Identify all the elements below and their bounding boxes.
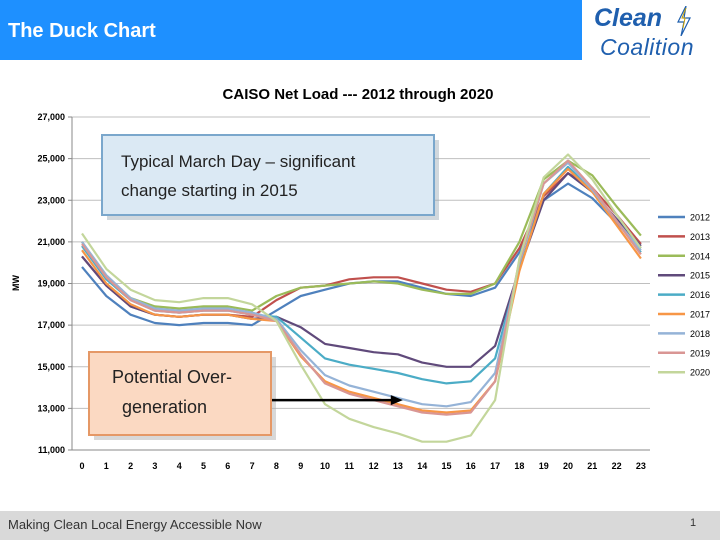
annotation-box-typical-march: Typical March Day – significant change s… — [101, 134, 439, 220]
x-tick-label: 12 — [369, 461, 379, 471]
legend-label-2012: 2012 — [690, 213, 710, 223]
series-line-2017 — [81, 167, 642, 414]
y-tick-label: 25,000 — [37, 154, 65, 164]
legend-label-2019: 2019 — [690, 348, 710, 358]
x-tick-label: 13 — [393, 461, 403, 471]
legend-label-2015: 2015 — [690, 271, 710, 281]
clean-coalition-logo: Clean Coalition — [590, 4, 718, 60]
x-tick-label: 3 — [152, 461, 157, 471]
annotation-overgen-line-1: Potential Over- — [112, 367, 232, 387]
legend-label-2016: 2016 — [690, 290, 710, 300]
annotation-overgen-line-2: generation — [122, 397, 207, 417]
x-tick-labels: 0 1 2 3 4 5 6 7 8 9 10 11 12 13 14 15 16 17 18 19 20 21 22 23 — [79, 461, 645, 471]
x-tick-label: 19 — [539, 461, 549, 471]
y-tick-label: 21,000 — [37, 237, 65, 247]
x-tick-label: 2 — [128, 461, 133, 471]
x-tick-label: 8 — [274, 461, 279, 471]
header-band — [0, 0, 582, 60]
y-tick-label: 11,000 — [38, 445, 65, 455]
y-tick-label: 23,000 — [37, 195, 65, 205]
axes — [71, 117, 650, 451]
x-tick-label: 21 — [587, 461, 597, 471]
x-tick-label: 18 — [514, 461, 524, 471]
legend: 2012 2013 2014 2015 2016 2017 2018 2019 2020 — [658, 213, 710, 378]
legend-label-2013: 2013 — [690, 232, 710, 242]
x-tick-label: 10 — [320, 461, 330, 471]
x-tick-label: 6 — [225, 461, 230, 471]
y-tick-label: 15,000 — [37, 362, 65, 372]
y-tick-label: 17,000 — [37, 320, 65, 330]
y-tick-label: 27,000 — [37, 112, 65, 122]
x-tick-label: 7 — [250, 461, 255, 471]
x-tick-label: 9 — [298, 461, 303, 471]
y-tick-label: 19,000 — [37, 279, 65, 289]
x-tick-label: 14 — [417, 461, 427, 471]
legend-label-2014: 2014 — [690, 251, 710, 261]
overgeneration-arrow — [272, 395, 403, 406]
x-tick-label: 23 — [636, 461, 646, 471]
x-tick-label: 22 — [612, 461, 622, 471]
lightning-bolt-icon — [677, 6, 691, 36]
series-line-2019 — [81, 159, 642, 416]
x-tick-label: 5 — [201, 461, 206, 471]
x-tick-label: 1 — [104, 461, 109, 471]
page-number: 1 — [690, 517, 697, 529]
x-tick-label: 16 — [466, 461, 476, 471]
y-tick-label: 13,000 — [37, 403, 65, 413]
page-title: The Duck Chart — [8, 20, 156, 42]
y-tick-labels: 11,000 13,000 15,000 17,000 19,000 21,000 23,0… — [37, 112, 65, 455]
series-lines — [81, 153, 642, 443]
x-tick-label: 15 — [441, 461, 451, 471]
duck-chart: CAISO Net Load --- 2012 through 2020 11,… — [11, 86, 710, 471]
chart-title: CAISO Net Load --- 2012 through 2020 — [223, 86, 494, 103]
arrow-head — [390, 395, 403, 406]
logo-clean-text: Clean — [594, 4, 663, 32]
x-tick-label: 17 — [490, 461, 500, 471]
series-line-2014 — [81, 159, 642, 312]
annotation-typical-line-2: change starting in 2015 — [121, 181, 298, 200]
legend-label-2018: 2018 — [690, 329, 710, 339]
annotation-typical-line-1: Typical March Day – significant — [121, 152, 356, 171]
series-line-2020 — [81, 153, 642, 443]
logo-coalition-text: Coalition — [600, 34, 694, 60]
legend-label-2017: 2017 — [690, 310, 710, 320]
footer-tagline: Making Clean Local Energy Accessible Now — [8, 517, 262, 532]
y-axis-label: MW — [11, 275, 21, 291]
x-tick-label: 20 — [563, 461, 573, 471]
legend-label-2020: 2020 — [690, 368, 710, 378]
x-tick-label: 11 — [345, 461, 355, 471]
annotation-box-overgeneration: Potential Over- generation — [88, 351, 276, 440]
footer-band — [0, 511, 720, 540]
x-tick-label: 4 — [177, 461, 182, 471]
x-tick-label: 0 — [79, 461, 84, 471]
